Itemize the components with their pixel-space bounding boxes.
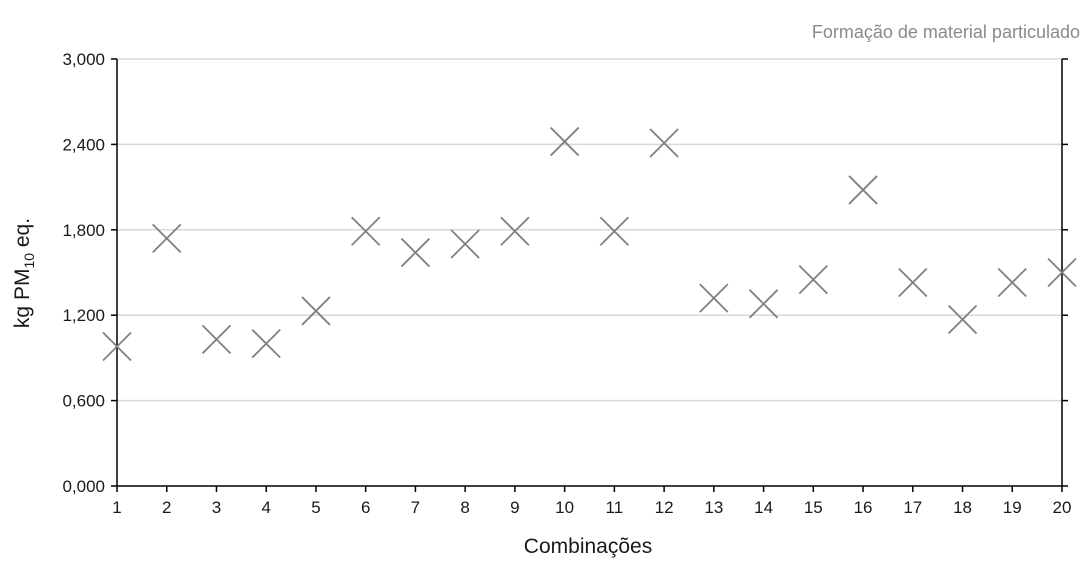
x-tick-label: 6 [361,498,370,517]
data-points [102,126,1077,362]
y-axis-title-main: kg PM [11,269,34,329]
x-tick-label: 14 [754,498,773,517]
x-tick-label: 9 [510,498,519,517]
data-point [748,289,779,319]
x-tick-label: 11 [606,498,624,517]
data-point [500,216,530,246]
x-tick-label: 4 [261,498,270,517]
y-tick-label: 1,200 [62,306,105,325]
y-tick-label: 0,000 [62,477,105,496]
data-point [102,331,132,362]
data-point-stroke [997,267,1027,298]
data-point-stroke [699,283,729,313]
data-point-stroke [500,216,530,246]
data-point-stroke [649,128,679,158]
data-point [1047,257,1077,288]
data-point [152,223,182,253]
x-tick-label: 1 [112,498,121,517]
data-point-stroke [201,324,232,355]
data-point-stroke [947,304,978,335]
data-point-stroke [898,267,928,298]
data-point-stroke [251,329,281,359]
data-point-stroke [301,296,331,326]
x-tick-label: 20 [1053,498,1072,517]
data-point [798,264,828,295]
x-tick-label: 5 [311,498,320,517]
data-point [649,128,679,158]
y-tick-label: 0,600 [62,392,105,411]
data-point-stroke [599,216,630,246]
chart-title: Formação de material particulado [812,22,1080,42]
data-point-stroke [549,126,580,157]
x-tick-label: 19 [1003,498,1022,517]
data-point [599,216,630,246]
y-tick-label: 2,400 [62,135,105,154]
x-tick-label: 15 [804,498,823,517]
axes [116,59,1063,487]
data-point [699,283,729,313]
x-tick-label: 7 [411,498,420,517]
data-point [201,324,232,355]
data-point [351,216,381,246]
data-point-stroke [400,237,431,268]
data-point-stroke [798,264,828,295]
x-tick-label: 16 [854,498,873,517]
data-point-stroke [152,223,182,253]
x-tick-label: 12 [655,498,674,517]
data-point [898,267,928,298]
data-point [848,175,878,205]
y-axis-title-tail: eq. [11,218,34,253]
data-point-stroke [351,216,381,246]
data-point-stroke [102,331,132,362]
x-tick-label: 17 [903,498,922,517]
data-point [549,126,580,157]
y-tick-label: 1,800 [62,221,105,240]
data-point-stroke [1047,257,1077,288]
x-tick-label: 3 [212,498,221,517]
x-tick-label: 10 [555,498,574,517]
data-point [301,296,331,326]
x-tick-label: 8 [460,498,469,517]
y-axis-title-subscript: 10 [21,253,37,269]
data-point [251,329,281,359]
gridlines [117,58,1062,402]
data-point-stroke [848,175,878,205]
y-axis-title: kg PM10 eq. [11,218,37,328]
y-tick-label: 3,000 [62,50,105,69]
x-tick-label: 13 [704,498,723,517]
data-point [947,304,978,335]
data-point [997,267,1027,298]
x-tick-label: 18 [953,498,972,517]
data-point-stroke [748,289,779,319]
data-point [400,237,431,268]
data-point-stroke [450,229,480,259]
x-axis-title: Combinações [524,535,652,558]
x-tick-label: 2 [162,498,171,517]
data-point [450,229,480,259]
